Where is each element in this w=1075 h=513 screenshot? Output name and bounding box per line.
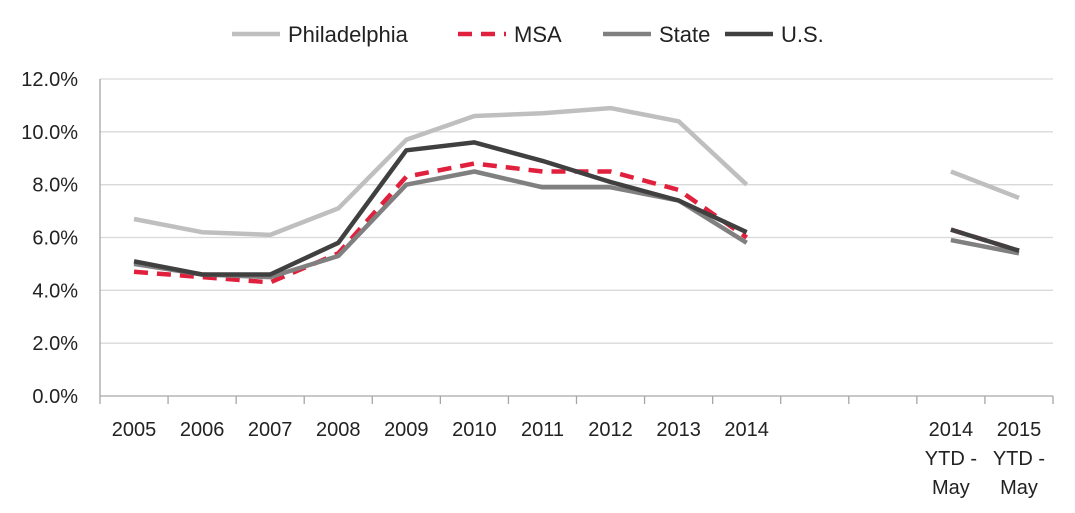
y-tick-label: 2.0% bbox=[32, 333, 78, 355]
y-tick-label: 12.0% bbox=[21, 69, 78, 91]
legend: Philadelphia MSA State U.S. bbox=[232, 22, 824, 47]
x-tick-label: 2012 bbox=[588, 419, 633, 441]
y-tick-label: 6.0% bbox=[32, 228, 78, 250]
y-tick-label: 0.0% bbox=[32, 386, 78, 408]
legend-label-msa: MSA bbox=[514, 22, 562, 47]
y-axis: 0.0% 2.0% 4.0% 6.0% 8.0% 10.0% 12.0% bbox=[21, 69, 101, 408]
x-tick-label: 2009 bbox=[384, 419, 429, 441]
x-tick-label: YTD - bbox=[993, 448, 1045, 470]
x-tick-label: 2010 bbox=[452, 419, 497, 441]
x-tick-label: 2006 bbox=[180, 419, 225, 441]
y-tick-label: 4.0% bbox=[32, 280, 78, 302]
x-tick-label: 2013 bbox=[656, 419, 701, 441]
series-line-u-s bbox=[133, 140, 748, 277]
x-tick-label: 2005 bbox=[112, 419, 157, 441]
series-line-msa bbox=[133, 161, 748, 285]
y-tick-label: 8.0% bbox=[32, 175, 78, 197]
series-line-u-s bbox=[950, 227, 1020, 253]
series-line-state bbox=[950, 237, 1020, 256]
series-lines bbox=[133, 105, 1020, 285]
x-axis: 2005 2006 2007 2008 2009 2010 2011 2012 2013 2014… bbox=[99, 395, 1054, 499]
x-tick-label: 2011 bbox=[521, 419, 564, 441]
legend-label-philadelphia: Philadelphia bbox=[288, 22, 409, 47]
x-tick-label: 2014 bbox=[929, 419, 974, 441]
series-line-state bbox=[133, 169, 748, 280]
legend-label-state: State bbox=[659, 22, 710, 47]
x-tick-label: May bbox=[932, 477, 970, 499]
x-tick-label: YTD - bbox=[925, 448, 977, 470]
x-tick-label: 2014 bbox=[724, 419, 769, 441]
series-line-philadelphia bbox=[950, 169, 1020, 200]
legend-label-u-s: U.S. bbox=[781, 22, 824, 47]
x-tick-label: May bbox=[1000, 477, 1038, 499]
y-tick-label: 10.0% bbox=[21, 122, 78, 144]
series-line-philadelphia bbox=[133, 105, 749, 238]
gridlines bbox=[100, 78, 1053, 344]
x-tick-label: 2015 bbox=[997, 419, 1042, 441]
x-tick-label: 2008 bbox=[316, 419, 361, 441]
x-tick-label: 2007 bbox=[248, 419, 293, 441]
